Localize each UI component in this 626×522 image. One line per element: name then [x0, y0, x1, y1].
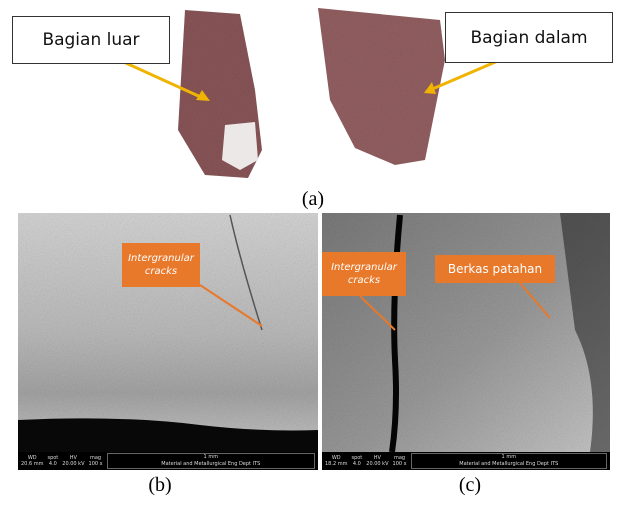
info-value: 100 x — [393, 461, 407, 467]
annotation-box: Bagian luar — [12, 16, 170, 64]
caption: (b) — [148, 474, 171, 497]
info-value: 100 x — [89, 461, 103, 467]
caption: (c) — [459, 474, 481, 497]
sample-photo — [318, 8, 445, 165]
info-value: 20.00 kV — [366, 461, 388, 467]
figure: Bagian luar Bagian dalam (a) Intergranul… — [0, 0, 626, 522]
annotation-box: Intergranular cracks — [322, 252, 406, 296]
caption: (a) — [302, 188, 324, 211]
lab-name: Material and Metallurgical Eng Dept ITS — [161, 461, 260, 468]
annotation-box: Bagian dalam — [445, 12, 613, 63]
info-value: 4.0 — [49, 461, 57, 467]
info-value: 18.2 mm — [325, 461, 347, 467]
scale-label: 1 mm — [502, 454, 517, 461]
white-patch — [222, 122, 258, 170]
info-value: 20.00 kV — [62, 461, 84, 467]
lab-name: Material and Metallurgical Eng Dept ITS — [459, 461, 558, 468]
info-value: 4.0 — [353, 461, 361, 467]
annotation-box: Berkas patahan — [435, 255, 555, 283]
annotation-box: Intergranular cracks — [122, 243, 200, 287]
scale-label: 1 mm — [204, 454, 219, 461]
info-value: 20.6 mm — [21, 461, 43, 467]
